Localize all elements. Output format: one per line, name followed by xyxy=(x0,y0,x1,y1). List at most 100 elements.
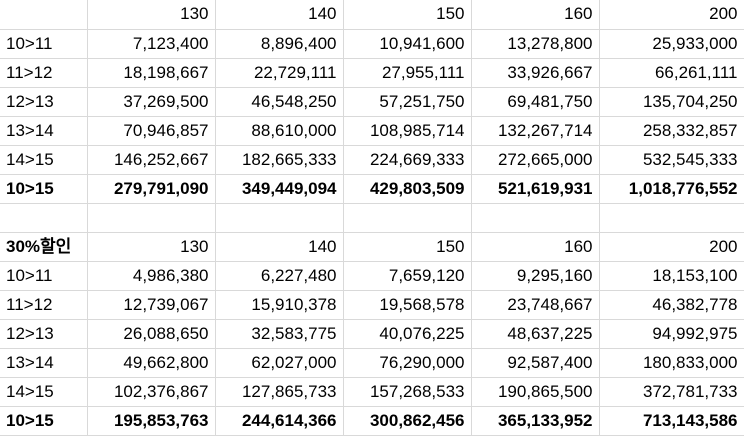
table-row: 14>15 146,252,667 182,665,333 224,669,33… xyxy=(0,145,744,175)
header-cell-140[interactable]: 140 xyxy=(215,232,344,262)
value-cell[interactable]: 46,548,250 xyxy=(215,87,344,117)
value-cell[interactable]: 37,269,500 xyxy=(87,87,216,117)
value-cell[interactable]: 8,896,400 xyxy=(215,29,344,59)
total-value-cell[interactable]: 365,133,952 xyxy=(471,406,600,436)
value-cell[interactable]: 57,251,750 xyxy=(343,87,472,117)
value-cell[interactable]: 108,985,714 xyxy=(343,116,472,146)
row-label-cell[interactable]: 14>15 xyxy=(0,145,88,175)
empty-cell[interactable] xyxy=(87,203,216,233)
value-cell[interactable]: 15,910,378 xyxy=(215,290,344,320)
empty-cell[interactable] xyxy=(599,203,744,233)
empty-cell[interactable] xyxy=(343,203,472,233)
value-cell[interactable]: 46,382,778 xyxy=(599,290,744,320)
header-cell-160[interactable]: 160 xyxy=(471,232,600,262)
header-cell-130[interactable]: 130 xyxy=(87,232,216,262)
value-cell[interactable]: 25,933,000 xyxy=(599,29,744,59)
value-cell[interactable]: 70,946,857 xyxy=(87,116,216,146)
table-row: 11>12 12,739,067 15,910,378 19,568,578 2… xyxy=(0,290,744,320)
value-cell[interactable]: 6,227,480 xyxy=(215,261,344,291)
table2-total-row: 10>15 195,853,763 244,614,366 300,862,45… xyxy=(0,406,744,436)
value-cell[interactable]: 102,376,867 xyxy=(87,377,216,407)
value-cell[interactable]: 146,252,667 xyxy=(87,145,216,175)
total-value-cell[interactable]: 349,449,094 xyxy=(215,174,344,204)
value-cell[interactable]: 7,659,120 xyxy=(343,261,472,291)
value-cell[interactable]: 18,153,100 xyxy=(599,261,744,291)
value-cell[interactable]: 66,261,111 xyxy=(599,58,744,88)
header-cell-140[interactable]: 140 xyxy=(215,0,344,30)
value-cell[interactable]: 157,268,533 xyxy=(343,377,472,407)
value-cell[interactable]: 26,088,650 xyxy=(87,319,216,349)
value-cell[interactable]: 10,941,600 xyxy=(343,29,472,59)
row-label-cell[interactable]: 11>12 xyxy=(0,58,88,88)
value-cell[interactable]: 135,704,250 xyxy=(599,87,744,117)
value-cell[interactable]: 76,290,000 xyxy=(343,348,472,378)
value-cell[interactable]: 224,669,333 xyxy=(343,145,472,175)
total-value-cell[interactable]: 300,862,456 xyxy=(343,406,472,436)
value-cell[interactable]: 33,926,667 xyxy=(471,58,600,88)
value-cell[interactable]: 49,662,800 xyxy=(87,348,216,378)
value-cell[interactable]: 27,955,111 xyxy=(343,58,472,88)
empty-cell[interactable] xyxy=(0,203,88,233)
table-row: 13>14 70,946,857 88,610,000 108,985,714 … xyxy=(0,116,744,146)
value-cell[interactable]: 180,833,000 xyxy=(599,348,744,378)
value-cell[interactable]: 62,027,000 xyxy=(215,348,344,378)
value-cell[interactable]: 7,123,400 xyxy=(87,29,216,59)
table-row: 10>11 7,123,400 8,896,400 10,941,600 13,… xyxy=(0,29,744,59)
total-value-cell[interactable]: 429,803,509 xyxy=(343,174,472,204)
value-cell[interactable]: 69,481,750 xyxy=(471,87,600,117)
value-cell[interactable]: 23,748,667 xyxy=(471,290,600,320)
value-cell[interactable]: 272,665,000 xyxy=(471,145,600,175)
total-value-cell[interactable]: 521,619,931 xyxy=(471,174,600,204)
value-cell[interactable]: 532,545,333 xyxy=(599,145,744,175)
row-label-cell[interactable]: 14>15 xyxy=(0,377,88,407)
value-cell[interactable]: 18,198,667 xyxy=(87,58,216,88)
row-label-cell[interactable]: 11>12 xyxy=(0,290,88,320)
value-cell[interactable]: 88,610,000 xyxy=(215,116,344,146)
table-row: 11>12 18,198,667 22,729,111 27,955,111 3… xyxy=(0,58,744,88)
header-cell-130[interactable]: 130 xyxy=(87,0,216,30)
value-cell[interactable]: 190,865,500 xyxy=(471,377,600,407)
row-label-cell[interactable]: 10>11 xyxy=(0,29,88,59)
header-cell-200[interactable]: 200 xyxy=(599,0,744,30)
value-cell[interactable]: 48,637,225 xyxy=(471,319,600,349)
header-cell-150[interactable]: 150 xyxy=(343,0,472,30)
value-cell[interactable]: 32,583,775 xyxy=(215,319,344,349)
empty-cell[interactable] xyxy=(215,203,344,233)
total-label-cell[interactable]: 10>15 xyxy=(0,406,88,436)
value-cell[interactable]: 127,865,733 xyxy=(215,377,344,407)
total-value-cell[interactable]: 279,791,090 xyxy=(87,174,216,204)
value-cell[interactable]: 372,781,733 xyxy=(599,377,744,407)
total-value-cell[interactable]: 713,143,586 xyxy=(599,406,744,436)
value-cell[interactable]: 132,267,714 xyxy=(471,116,600,146)
total-value-cell[interactable]: 244,614,366 xyxy=(215,406,344,436)
row-label-cell[interactable]: 12>13 xyxy=(0,319,88,349)
value-cell[interactable]: 13,278,800 xyxy=(471,29,600,59)
table-row: 12>13 26,088,650 32,583,775 40,076,225 4… xyxy=(0,319,744,349)
value-cell[interactable]: 22,729,111 xyxy=(215,58,344,88)
cell[interactable] xyxy=(0,0,88,30)
value-cell[interactable]: 19,568,578 xyxy=(343,290,472,320)
table1-total-row: 10>15 279,791,090 349,449,094 429,803,50… xyxy=(0,174,744,204)
total-value-cell[interactable]: 195,853,763 xyxy=(87,406,216,436)
header-cell-150[interactable]: 150 xyxy=(343,232,472,262)
header-cell-200[interactable]: 200 xyxy=(599,232,744,262)
empty-cell[interactable] xyxy=(471,203,600,233)
row-label-cell[interactable]: 13>14 xyxy=(0,348,88,378)
value-cell[interactable]: 12,739,067 xyxy=(87,290,216,320)
row-label-cell[interactable]: 13>14 xyxy=(0,116,88,146)
value-cell[interactable]: 40,076,225 xyxy=(343,319,472,349)
value-cell[interactable]: 182,665,333 xyxy=(215,145,344,175)
discount-label-cell[interactable]: 30%할인 xyxy=(0,232,88,262)
value-cell[interactable]: 94,992,975 xyxy=(599,319,744,349)
total-value-cell[interactable]: 1,018,776,552 xyxy=(599,174,744,204)
value-cell[interactable]: 92,587,400 xyxy=(471,348,600,378)
value-cell[interactable]: 4,986,380 xyxy=(87,261,216,291)
row-label-cell[interactable]: 12>13 xyxy=(0,87,88,117)
total-label-cell[interactable]: 10>15 xyxy=(0,174,88,204)
row-label-cell[interactable]: 10>11 xyxy=(0,261,88,291)
value-cell[interactable]: 258,332,857 xyxy=(599,116,744,146)
header-cell-160[interactable]: 160 xyxy=(471,0,600,30)
value-cell[interactable]: 9,295,160 xyxy=(471,261,600,291)
